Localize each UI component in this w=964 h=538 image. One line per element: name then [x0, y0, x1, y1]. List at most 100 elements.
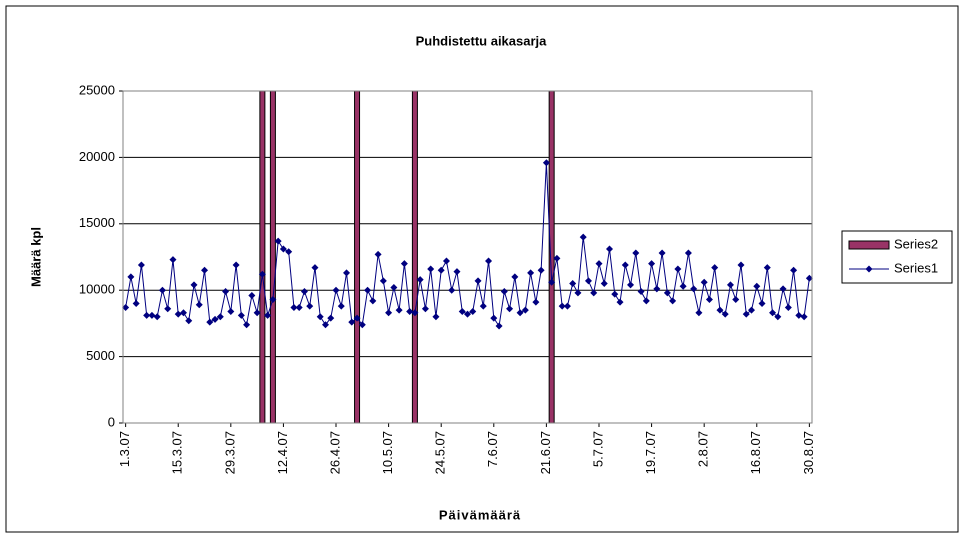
legend-swatch [865, 265, 873, 273]
point-marker [763, 264, 771, 272]
point-marker [795, 311, 803, 319]
point-marker [527, 269, 535, 277]
point-marker [253, 309, 261, 317]
point-marker [248, 292, 256, 300]
point-marker [421, 305, 429, 313]
point-marker [174, 310, 182, 318]
point-marker [716, 306, 724, 314]
point-marker [732, 295, 740, 303]
point-marker [616, 298, 624, 306]
point-marker [769, 309, 777, 317]
point-marker [427, 265, 435, 273]
point-marker [674, 265, 682, 273]
point-marker [353, 314, 361, 322]
point-marker [569, 280, 577, 288]
point-marker [279, 245, 287, 253]
bar [411, 90, 418, 424]
point-marker [211, 315, 219, 323]
y-tick-label: 10000 [79, 282, 115, 297]
bar [259, 90, 266, 424]
point-marker [369, 297, 377, 305]
point-marker [274, 237, 282, 245]
x-tick-label: 2.8.07 [696, 431, 711, 467]
point-marker [495, 322, 503, 330]
point-marker [185, 317, 193, 325]
point-marker [337, 302, 345, 310]
point-marker [500, 288, 508, 296]
point-marker [800, 313, 808, 321]
point-marker [448, 286, 456, 294]
point-marker [721, 310, 729, 318]
point-marker [379, 277, 387, 285]
point-marker [243, 321, 251, 329]
point-marker [737, 261, 745, 269]
legend-box [841, 230, 953, 284]
point-marker [290, 303, 298, 311]
point-marker [758, 299, 766, 307]
point-marker [400, 260, 408, 268]
point-marker [348, 318, 356, 326]
point-marker [343, 269, 351, 277]
point-marker [748, 306, 756, 314]
point-marker [295, 303, 303, 311]
y-tick-label: 25000 [79, 82, 115, 97]
point-marker [663, 289, 671, 297]
x-tick-label: 30.8.07 [801, 431, 816, 474]
point-marker [579, 233, 587, 241]
point-marker [621, 261, 629, 269]
point-marker [563, 302, 571, 310]
point-marker [611, 290, 619, 298]
point-marker [485, 257, 493, 265]
x-tick-label: 5.7.07 [590, 431, 605, 467]
point-marker [364, 286, 372, 294]
point-marker [406, 307, 414, 315]
point-marker [726, 281, 734, 289]
x-tick-label: 7.6.07 [485, 431, 500, 467]
point-marker [642, 297, 650, 305]
plot-border [122, 90, 813, 424]
point-marker [300, 288, 308, 296]
y-axis-label: Määrä kpl [28, 227, 43, 287]
x-tick-label: 26.4.07 [327, 431, 342, 474]
legend-swatch [848, 240, 890, 250]
x-axis-label: Päivämäärä [439, 507, 521, 522]
legend-label: Series2 [894, 236, 938, 251]
x-tick-label: 21.6.07 [538, 431, 553, 474]
point-marker [490, 314, 498, 322]
x-tick-label: 19.7.07 [643, 431, 658, 474]
point-marker [774, 313, 782, 321]
point-marker [600, 280, 608, 288]
point-marker [784, 303, 792, 311]
point-marker [395, 306, 403, 314]
point-marker [658, 249, 666, 257]
point-marker [595, 260, 603, 268]
x-tick-label: 29.3.07 [222, 431, 237, 474]
point-marker [148, 311, 156, 319]
point-marker [637, 288, 645, 296]
point-marker [264, 311, 272, 319]
point-marker [669, 297, 677, 305]
point-marker [542, 159, 550, 167]
bar [354, 90, 361, 424]
legend-label: Series1 [894, 260, 938, 275]
point-marker [653, 285, 661, 293]
y-tick-label: 5000 [86, 348, 115, 363]
point-marker [464, 310, 471, 318]
x-tick-label: 24.5.07 [433, 431, 448, 474]
point-marker [553, 254, 561, 262]
point-marker [521, 306, 529, 314]
point-marker [227, 307, 235, 315]
point-marker [574, 289, 582, 297]
point-marker [132, 299, 140, 307]
x-tick-label: 10.5.07 [380, 431, 395, 474]
point-marker [442, 257, 450, 265]
point-marker [179, 309, 187, 317]
point-marker [358, 321, 366, 329]
y-tick-label: 15000 [79, 215, 115, 230]
x-tick-label: 15.3.07 [170, 431, 185, 474]
point-marker [158, 286, 166, 294]
point-marker [416, 276, 424, 284]
point-marker [679, 282, 687, 290]
point-marker [474, 277, 482, 285]
